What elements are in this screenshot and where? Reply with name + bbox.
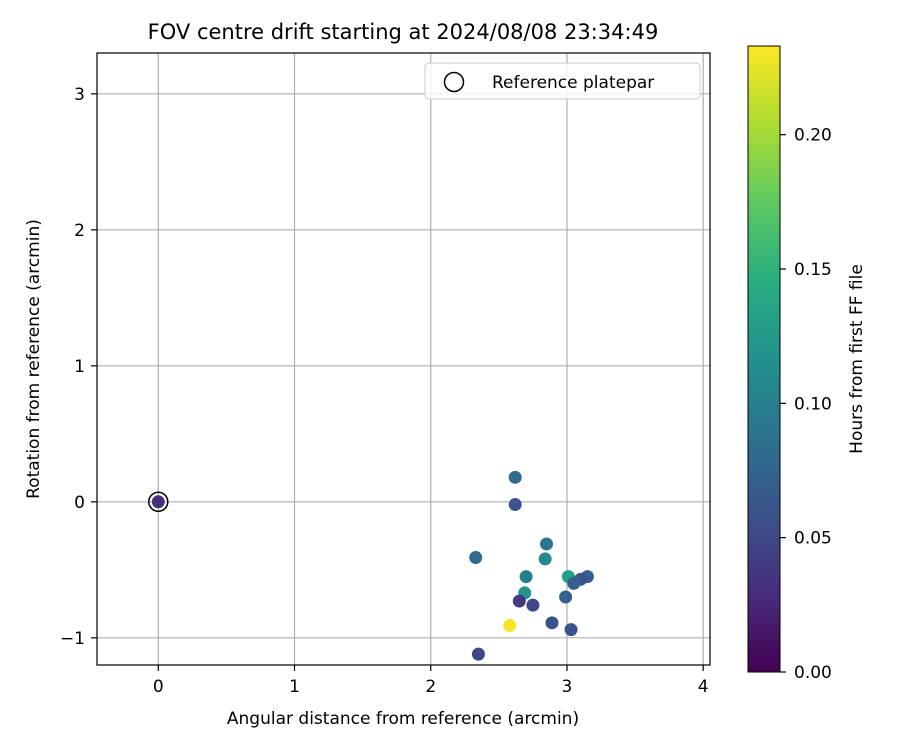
scatter-point: [538, 552, 552, 566]
x-tick-label: 4: [698, 677, 709, 697]
chart-title: FOV centre drift starting at 2024/08/08 …: [148, 20, 659, 44]
scatter-points: [148, 470, 594, 661]
legend-label-reference: Reference platepar: [492, 73, 654, 93]
plot-area-frame: [96, 52, 711, 666]
scatter-point: [512, 594, 526, 608]
y-tick-label: 1: [74, 357, 85, 377]
legend-marker-reference: [443, 71, 465, 93]
y-tick-label: −1: [60, 629, 85, 649]
legend: Reference platepar: [424, 62, 701, 100]
scatter-point: [508, 498, 522, 512]
colorbar-tick-label: 0.00: [794, 663, 832, 683]
x-tick-label: 2: [425, 677, 436, 697]
x-axis-label: Angular distance from reference (arcmin): [227, 709, 579, 729]
scatter-point: [503, 619, 517, 633]
scatter-point: [567, 576, 581, 590]
colorbar-tick-label: 0.05: [794, 529, 832, 549]
y-axis-ticks: −1 0 1 2 3: [60, 85, 97, 649]
x-tick-label: 0: [153, 677, 164, 697]
x-tick-label: 3: [562, 677, 573, 697]
scatter-point: [526, 598, 540, 612]
scatter-point: [519, 570, 533, 584]
colorbar-tick-label: 0.20: [794, 126, 832, 146]
scatter-point: [151, 495, 165, 509]
colorbar-ticks: 0.00 0.05 0.10 0.15 0.20: [780, 126, 832, 683]
scatter-point: [564, 623, 578, 637]
scatter-point: [469, 551, 483, 565]
y-axis-label: Rotation from reference (arcmin): [24, 219, 44, 499]
y-tick-label: 3: [74, 85, 85, 105]
scatter-point: [545, 616, 559, 630]
scatter-point: [559, 590, 573, 604]
x-axis-ticks: 0 1 2 3 4: [153, 665, 709, 697]
colorbar-tick-label: 0.10: [794, 394, 832, 414]
colorbar-label: Hours from first FF file: [847, 264, 867, 454]
scatter-point: [508, 470, 522, 484]
legend-box: [424, 62, 701, 100]
colorbar-tick-label: 0.15: [794, 260, 832, 280]
x-tick-label: 1: [289, 677, 300, 697]
scatter-point: [540, 537, 554, 551]
y-tick-label: 2: [74, 221, 85, 241]
colorbar-gradient: [747, 45, 781, 673]
y-tick-label: 0: [74, 493, 85, 513]
colorbar: 0.00 0.05 0.10 0.15 0.20 Hours from first FF…: [747, 45, 867, 683]
reference-platepar-marker: [148, 491, 169, 513]
scatter-point: [471, 647, 485, 661]
grid-lines: [97, 53, 710, 665]
